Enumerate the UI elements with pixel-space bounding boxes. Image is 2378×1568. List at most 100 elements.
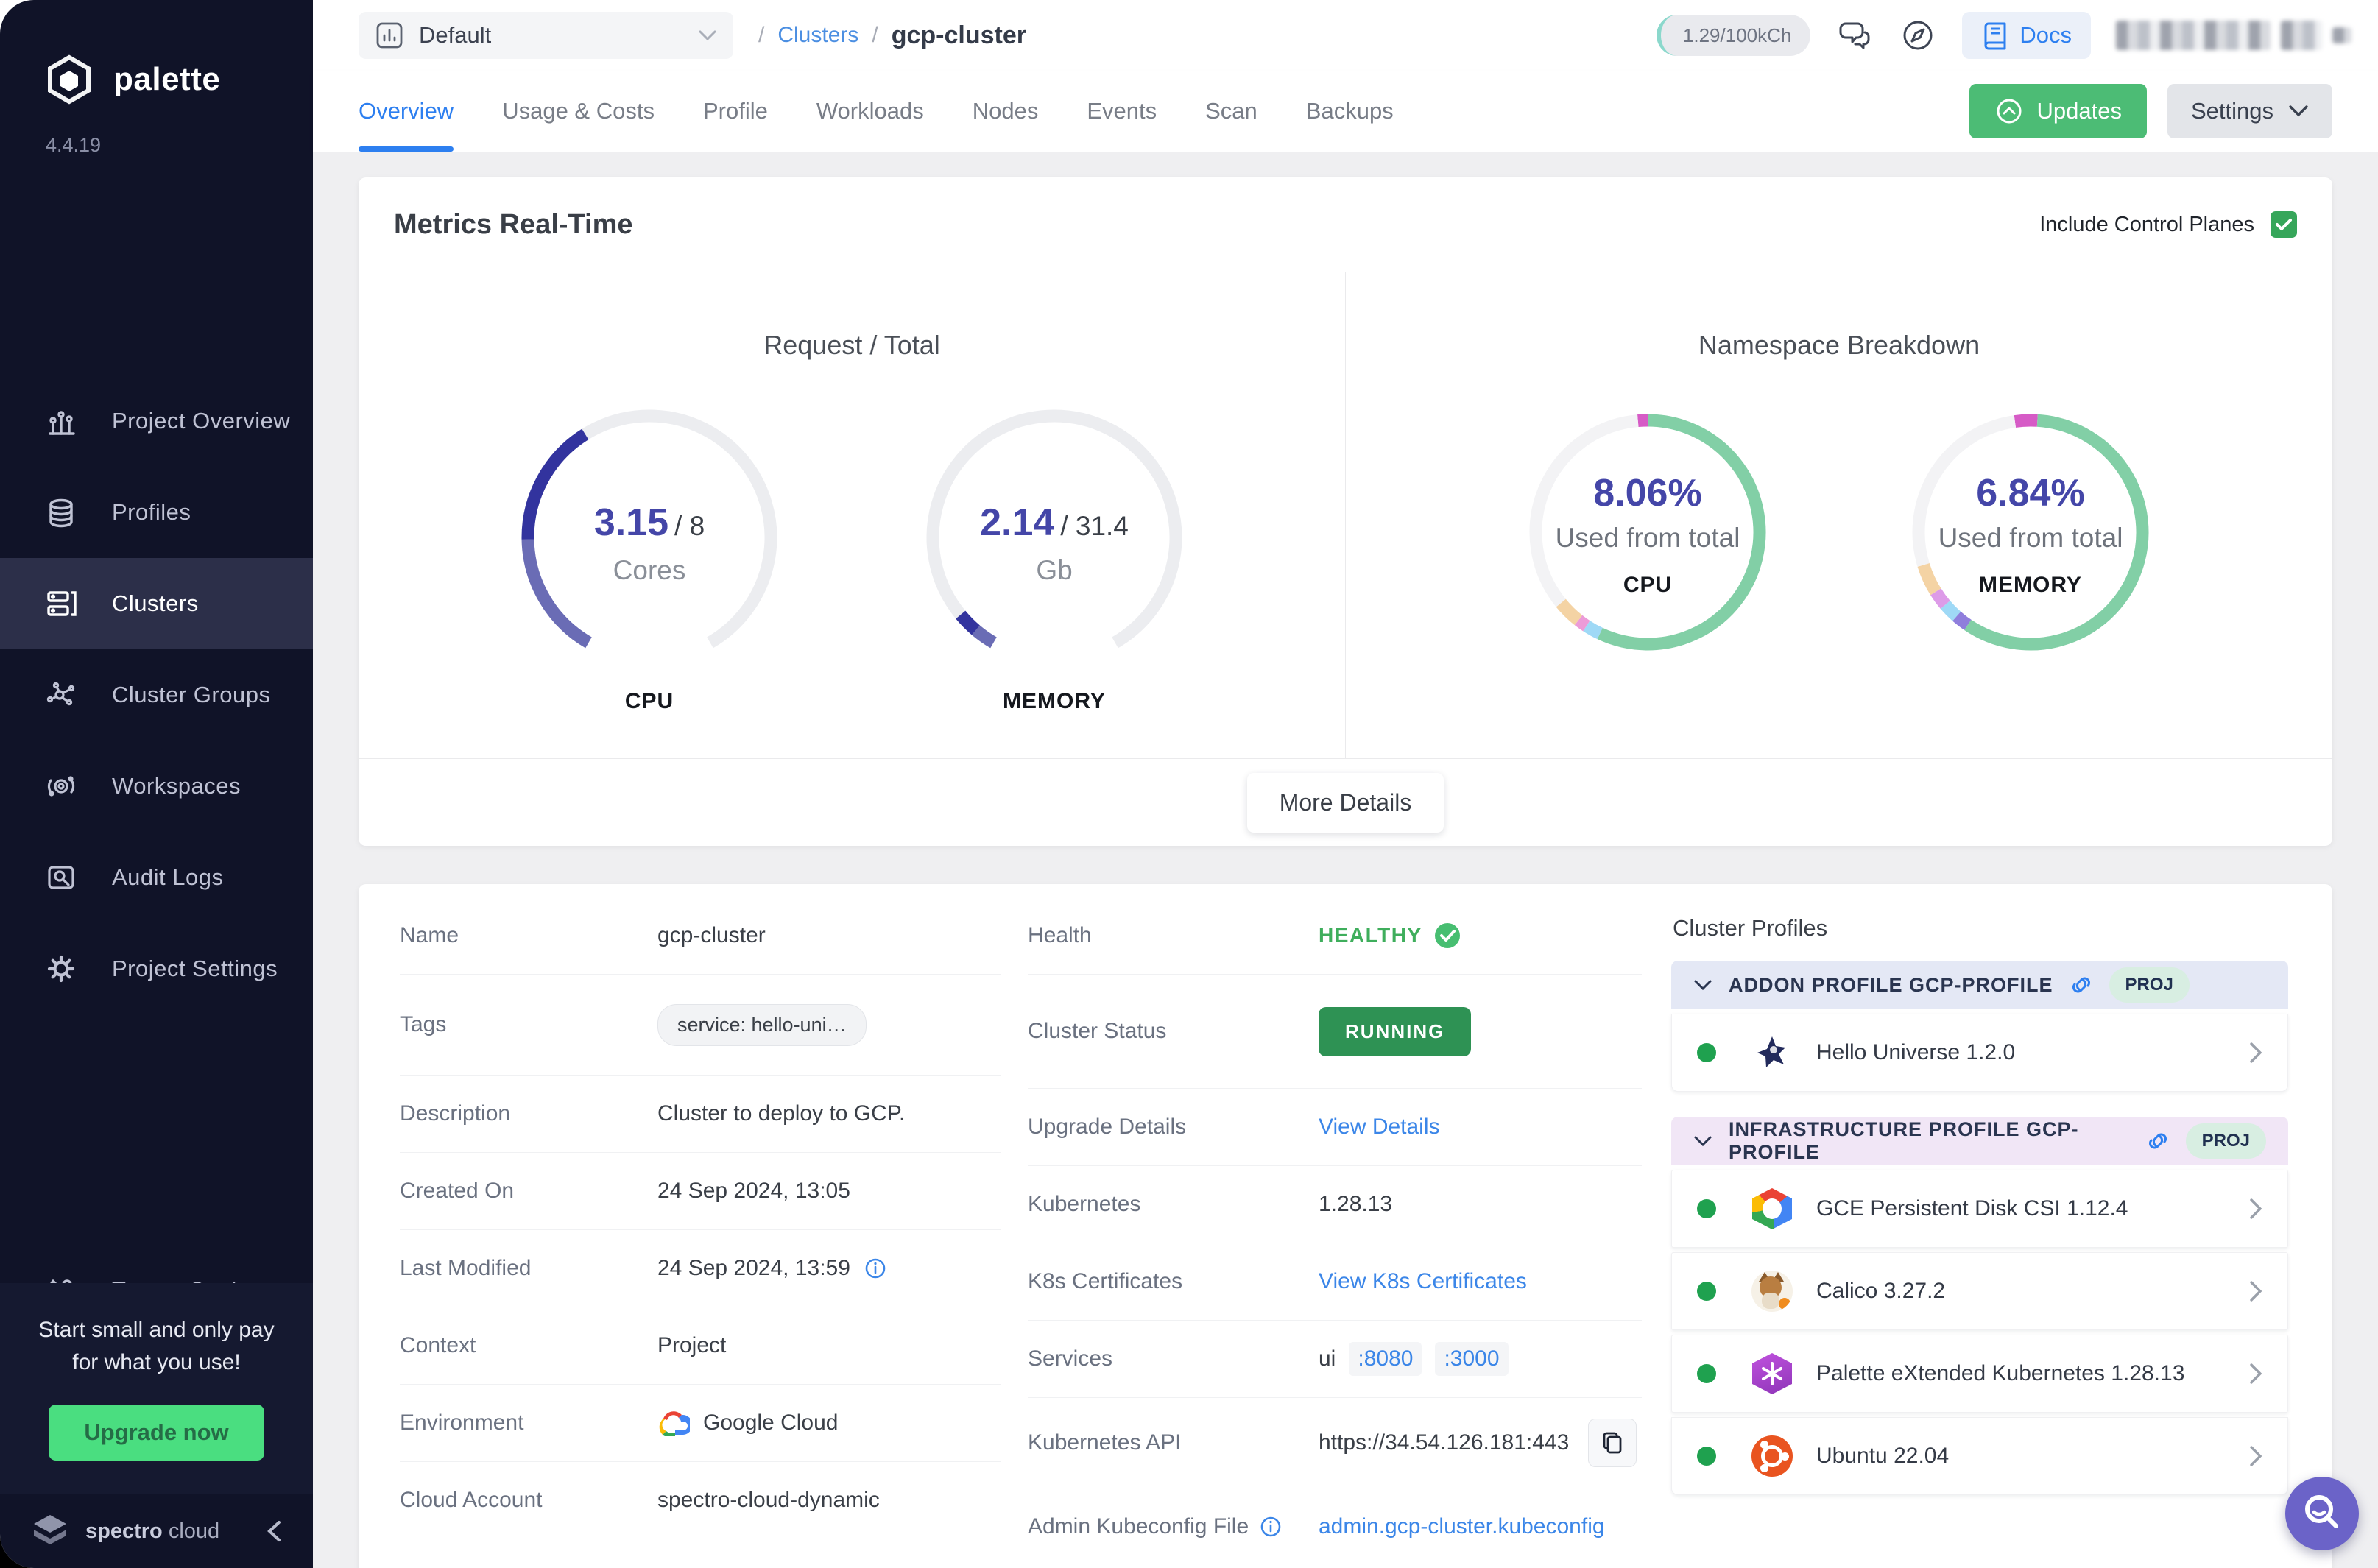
collapse-sidebar-icon[interactable] — [264, 1519, 283, 1544]
promo-text: Start small and only pay for what you us… — [38, 1318, 275, 1374]
top-header: Default / Clusters / gcp-cluster 1.29/10… — [313, 0, 2378, 71]
brand-name: palette — [113, 61, 221, 97]
cluster-tabbar: Overview Usage & Costs Profile Workloads… — [313, 71, 2378, 200]
upgrade-now-button[interactable]: Upgrade now — [49, 1405, 264, 1461]
request-total-panel: Request / Total 3.15/ 8 Cores CPU — [359, 272, 1346, 758]
view-k8s-certificates-link[interactable]: View K8s Certificates — [1319, 1269, 1527, 1293]
google-cloud-icon — [657, 1410, 690, 1436]
detail-label: Tags — [400, 1012, 447, 1036]
pack-status-dot — [1697, 1043, 1716, 1062]
status-row-k8s-certificates: K8s Certificates View K8s Certificates — [1028, 1243, 1642, 1321]
network-icon — [43, 678, 80, 712]
chevron-down-icon — [1693, 979, 1712, 991]
app-version: 4.4.19 — [46, 134, 102, 156]
tab-nodes[interactable]: Nodes — [972, 98, 1039, 124]
profile-row-hello-universe[interactable]: Hello Universe 1.2.0 — [1671, 1014, 2288, 1092]
tab-events[interactable]: Events — [1087, 98, 1157, 124]
sidebar-item-project-overview[interactable]: Project Overview — [0, 375, 313, 467]
cpu-gauge: 3.15/ 8 Cores CPU — [502, 390, 797, 714]
info-icon[interactable] — [1259, 1515, 1283, 1539]
help-search-fab[interactable] — [2285, 1477, 2359, 1550]
link-icon — [2146, 1129, 2170, 1153]
cluster-status-column: Health HEALTHY Cluster Status RUNNING Up… — [1001, 897, 1642, 1568]
workspace-selector[interactable]: Default — [359, 12, 733, 59]
cpu-gauge-total: / 8 — [674, 511, 705, 541]
breadcrumb-clusters-link[interactable]: Clusters — [777, 23, 859, 47]
view-details-link[interactable]: View Details — [1319, 1115, 1440, 1139]
namespace-breakdown-title: Namespace Breakdown — [1698, 330, 1980, 360]
infrastructure-profile-header[interactable]: INFRASTRUCTURE PROFILE GCP-PROFILE PROJ — [1671, 1117, 2288, 1165]
detail-label: Cluster Status — [1028, 1019, 1167, 1043]
orbit-icon — [43, 769, 80, 803]
addon-profile-header[interactable]: ADDON PROFILE GCP-PROFILE PROJ — [1671, 961, 2288, 1009]
detail-value: 24 Sep 2024, 13:05 — [657, 1179, 850, 1203]
tab-workloads[interactable]: Workloads — [816, 98, 924, 124]
detail-row-description: Description Cluster to deploy to GCP. — [400, 1076, 1001, 1153]
memory-gauge-total: / 31.4 — [1060, 511, 1129, 541]
profile-row-pxk[interactable]: Palette eXtended Kubernetes 1.28.13 — [1671, 1335, 2288, 1413]
memory-gauge-label: MEMORY — [1003, 689, 1106, 713]
sidebar-item-project-settings[interactable]: Project Settings — [0, 923, 313, 1014]
info-icon[interactable] — [864, 1257, 887, 1280]
detail-row-architecture: Architecture AMD64 — [400, 1539, 1001, 1568]
user-name-redacted — [2116, 21, 2271, 50]
sidebar-item-clusters[interactable]: Clusters — [0, 558, 313, 649]
sidebar-item-label: Workspaces — [112, 773, 241, 799]
more-details-button[interactable]: More Details — [1246, 772, 1444, 833]
metrics-card: Metrics Real-Time Include Control Planes… — [359, 177, 2332, 846]
service-port-link[interactable]: :8080 — [1349, 1342, 1422, 1376]
cpu-gauge-label: CPU — [624, 689, 674, 713]
docs-button[interactable]: Docs — [1962, 12, 2091, 59]
tab-usage-costs[interactable]: Usage & Costs — [502, 98, 655, 124]
detail-label: Environment — [400, 1410, 524, 1435]
settings-label: Settings — [2190, 98, 2273, 124]
copy-button[interactable] — [1588, 1419, 1637, 1467]
sidebar-item-audit-logs[interactable]: Audit Logs — [0, 832, 313, 923]
profile-row-gce-disk[interactable]: GCE Persistent Disk CSI 1.12.4 — [1671, 1170, 2288, 1248]
link-icon — [2070, 973, 2093, 997]
feedback-chat-icon[interactable] — [1835, 16, 1874, 54]
profile-row-calico[interactable]: Calico 3.27.2 — [1671, 1252, 2288, 1330]
kubeconfig-download-link[interactable]: admin.gcp-cluster.kubeconfig — [1319, 1514, 1605, 1539]
detail-label: Kubernetes API — [1028, 1430, 1182, 1455]
sidebar-item-workspaces[interactable]: Workspaces — [0, 741, 313, 832]
usage-credits-pill: 1.29/100kCh — [1656, 15, 1811, 56]
metrics-title: Metrics Real-Time — [394, 208, 633, 240]
running-status-badge: RUNNING — [1319, 1006, 1472, 1056]
cpu-gauge-unit: Cores — [613, 555, 686, 585]
detail-label: Last Modified — [400, 1256, 532, 1280]
compass-tour-icon[interactable] — [1899, 16, 1937, 54]
tab-backups[interactable]: Backups — [1305, 98, 1394, 124]
tab-profile[interactable]: Profile — [702, 98, 768, 124]
tab-actions: Updates Settings — [1785, 84, 2332, 200]
settings-button[interactable]: Settings — [2167, 84, 2332, 138]
sidebar-item-label: Audit Logs — [112, 864, 224, 890]
status-row-kubernetes-api: Kubernetes API https://34.54.126.181:443 — [1028, 1398, 1642, 1488]
cpu-gauge-value: 3.15 — [593, 501, 669, 544]
memory-gauge: 2.14/ 31.4 Gb MEMORY — [907, 390, 1202, 714]
main-content: Metrics Real-Time Include Control Planes… — [313, 152, 2378, 1568]
tab-scan[interactable]: Scan — [1205, 98, 1257, 124]
upgrade-promo: Start small and only pay for what you us… — [0, 1283, 313, 1494]
user-menu[interactable] — [2116, 21, 2351, 50]
check-circle-icon — [1434, 922, 1461, 949]
profile-row-ubuntu[interactable]: Ubuntu 22.04 — [1671, 1417, 2288, 1495]
updates-button[interactable]: Updates — [1969, 84, 2147, 138]
header-actions: 1.29/100kCh Docs — [1656, 12, 2351, 59]
footer-brand: spectro cloud — [85, 1519, 219, 1544]
service-port-link[interactable]: :3000 — [1435, 1342, 1509, 1376]
sidebar-item-profiles[interactable]: Profiles — [0, 467, 313, 558]
sidebar-item-cluster-groups[interactable]: Cluster Groups — [0, 649, 313, 741]
cluster-profiles-column: Cluster Profiles ADDON PROFILE GCP-PROFI… — [1642, 897, 2332, 1568]
dashboard-icon — [375, 21, 404, 50]
sidebar-nav: Project Overview Profiles — [0, 375, 313, 1014]
detail-label: Created On — [400, 1179, 515, 1203]
cluster-profiles-title: Cluster Profiles — [1673, 915, 1828, 941]
detail-label: Name — [400, 923, 459, 947]
tab-overview[interactable]: Overview — [359, 71, 454, 152]
detail-label: Health — [1028, 923, 1092, 947]
detail-label: Context — [400, 1333, 476, 1357]
cpu-donut-percent: 8.06% — [1593, 472, 1702, 515]
user-name-redacted — [2281, 21, 2322, 50]
include-checkbox[interactable] — [2271, 211, 2297, 238]
